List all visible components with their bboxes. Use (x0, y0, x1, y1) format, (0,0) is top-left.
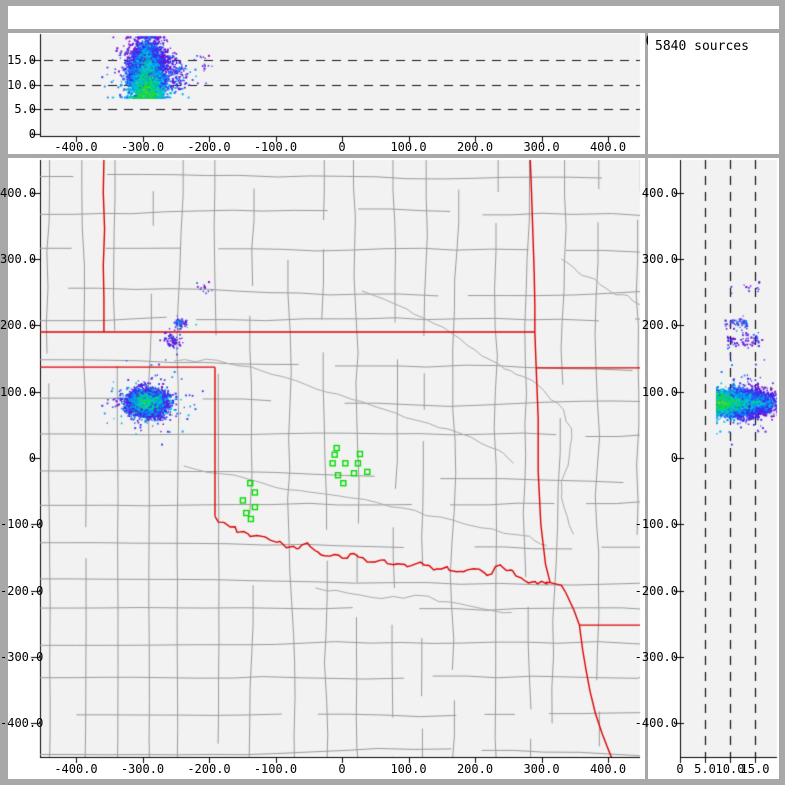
alt-ew-plot-canvas[interactable] (8, 33, 645, 154)
panel-altitude-vs-east-west (8, 33, 645, 154)
source-count-label: 5840 sources (655, 39, 749, 54)
panel-plan-view-map (8, 158, 645, 779)
plan-view-canvas[interactable] (8, 158, 645, 779)
panel-altitude-vs-north-south (648, 158, 779, 779)
alt-ns-plot-canvas[interactable] (648, 158, 779, 779)
panel-source-count: 5840 sources (648, 33, 779, 154)
title-bar: Oklahoma Lightning Mapping Array 2200-23… (8, 6, 779, 50)
